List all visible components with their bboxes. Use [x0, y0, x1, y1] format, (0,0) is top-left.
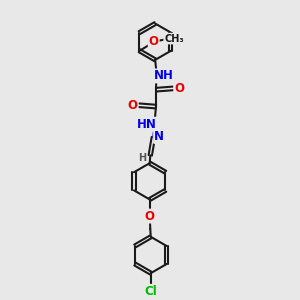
- Text: O: O: [145, 210, 155, 223]
- Text: H: H: [138, 153, 146, 163]
- Text: Cl: Cl: [144, 285, 157, 298]
- Text: O: O: [128, 99, 138, 112]
- Text: N: N: [154, 130, 164, 143]
- Text: HN: HN: [136, 118, 156, 131]
- Text: O: O: [174, 82, 184, 95]
- Text: O: O: [149, 35, 159, 48]
- Text: NH: NH: [154, 70, 174, 83]
- Text: CH₃: CH₃: [164, 34, 184, 44]
